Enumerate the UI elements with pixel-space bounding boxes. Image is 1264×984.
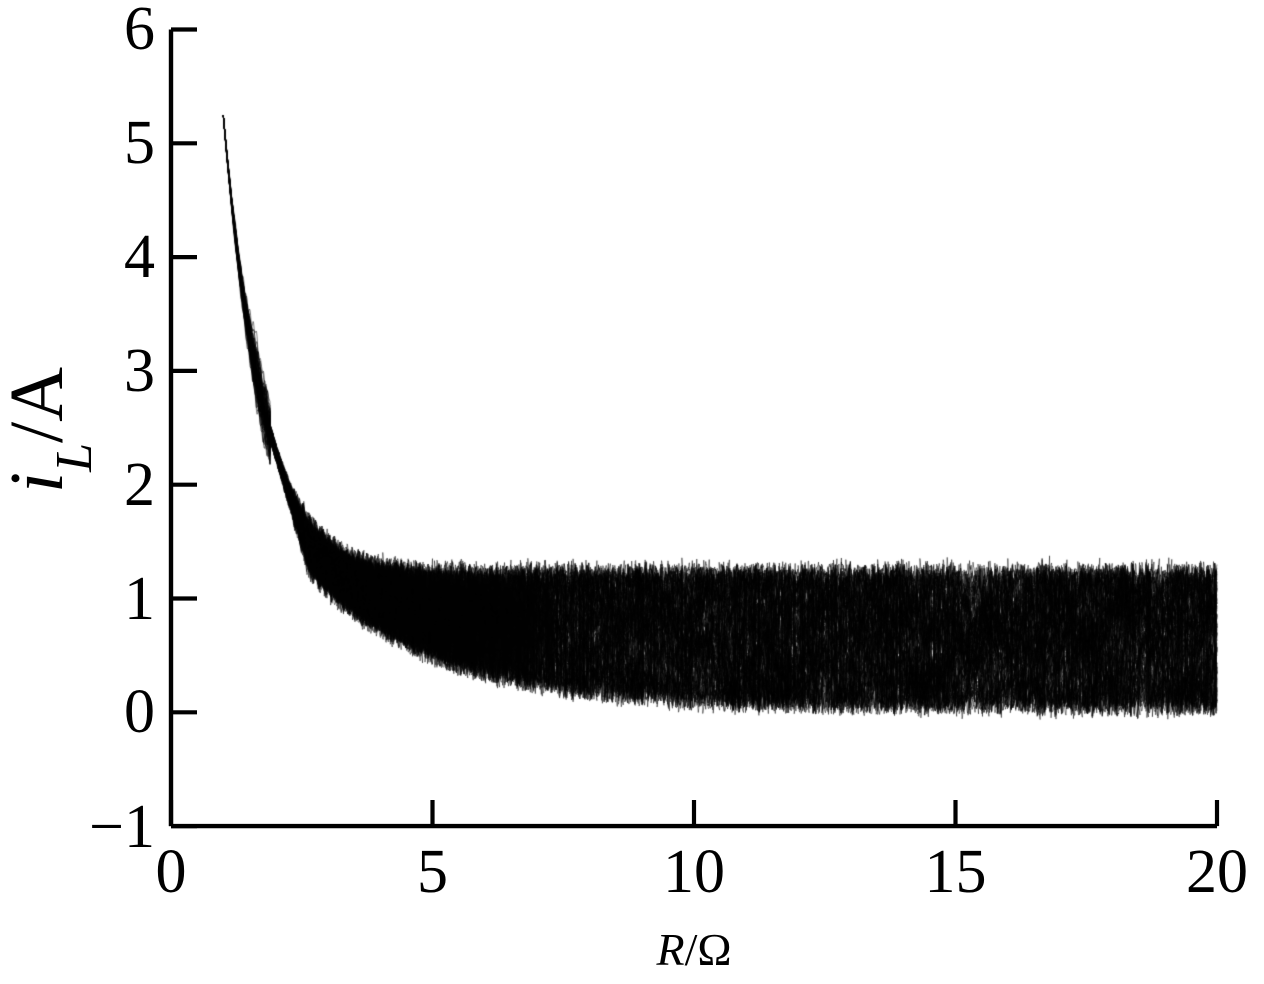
svg-text:R/Ω: R/Ω: [655, 924, 731, 975]
svg-text:10: 10: [663, 838, 725, 906]
svg-text:0: 0: [124, 678, 155, 746]
svg-text:1: 1: [124, 565, 155, 633]
svg-text:3: 3: [124, 337, 155, 405]
svg-text:iL/A: iL/A: [0, 367, 103, 493]
svg-text:2: 2: [124, 451, 155, 519]
svg-text:−1: −1: [89, 793, 155, 861]
svg-text:0: 0: [156, 838, 187, 906]
svg-text:15: 15: [925, 838, 987, 906]
svg-text:5: 5: [417, 838, 448, 906]
svg-text:20: 20: [1186, 838, 1248, 906]
svg-text:4: 4: [124, 223, 155, 291]
svg-text:6: 6: [124, 0, 155, 63]
svg-text:5: 5: [124, 109, 155, 177]
